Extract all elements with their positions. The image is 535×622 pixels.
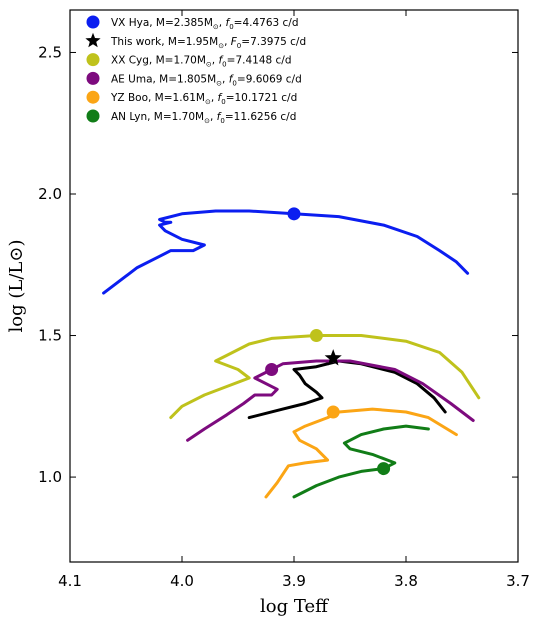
series-marker-yz-boo bbox=[326, 405, 340, 419]
series-line-this-work bbox=[247, 359, 447, 420]
legend-this-work-label: This work, M=1.95M⊙, F0=7.3975 c/d bbox=[110, 36, 306, 50]
series-marker-ae-uma bbox=[265, 363, 279, 377]
y-tick-label: 2.0 bbox=[38, 185, 62, 203]
series-marker-vx-hya bbox=[287, 207, 301, 221]
legend-yz-boo-label: YZ Boo, M=1.61M⊙, f0=10.1721 c/d bbox=[110, 92, 297, 106]
axis-ticks: 4.1 4.0 3.9 3.8 3.7 1.0 1.5 2.0 2.5 bbox=[38, 10, 530, 590]
y-tick-label: 1.0 bbox=[38, 468, 62, 486]
legend-vx-hya-marker bbox=[86, 15, 100, 29]
legend-xx-cyg-marker bbox=[86, 53, 100, 67]
series-marker-this-work bbox=[324, 349, 342, 366]
x-tick-label: 4.0 bbox=[170, 572, 194, 590]
y-axis-label: log (L/L⊙) bbox=[6, 240, 27, 333]
legend-an-lyn-label: AN Lyn, M=1.70M⊙, f0=11.6256 c/d bbox=[111, 111, 296, 125]
x-tick-label: 3.8 bbox=[394, 572, 418, 590]
legend-vx-hya-label: VX Hya, M=2.385M⊙, f0=4.4763 c/d bbox=[111, 17, 299, 31]
legend-ae-uma-label: AE Uma, M=1.805M⊙, f0=9.6069 c/d bbox=[111, 73, 302, 87]
series-line-yz-boo bbox=[264, 407, 458, 499]
legend-this-work-marker bbox=[85, 32, 101, 48]
y-tick-label: 2.5 bbox=[38, 43, 62, 61]
legend: VX Hya, M=2.385M⊙, f0=4.4763 c/d This wor… bbox=[85, 15, 306, 125]
series-marker-xx-cyg bbox=[309, 329, 323, 343]
x-axis-label: log Teff bbox=[260, 596, 329, 617]
x-tick-label: 3.7 bbox=[506, 572, 530, 590]
legend-an-lyn-marker bbox=[86, 109, 100, 123]
y-tick-label: 1.5 bbox=[38, 327, 62, 345]
series-marker-an-lyn bbox=[377, 462, 391, 476]
series-line-ae-uma bbox=[186, 359, 475, 442]
x-tick-label: 3.9 bbox=[282, 572, 306, 590]
plot-area bbox=[102, 207, 481, 499]
series-line-xx-cyg bbox=[169, 334, 481, 420]
legend-xx-cyg-label: XX Cyg, M=1.70M⊙, f0=7.4148 c/d bbox=[111, 55, 292, 69]
legend-ae-uma-marker bbox=[86, 71, 100, 85]
series-line-an-lyn bbox=[292, 424, 430, 499]
series-line-vx-hya bbox=[102, 209, 470, 295]
legend-yz-boo-marker bbox=[86, 90, 100, 104]
x-tick-label: 4.1 bbox=[58, 572, 82, 590]
